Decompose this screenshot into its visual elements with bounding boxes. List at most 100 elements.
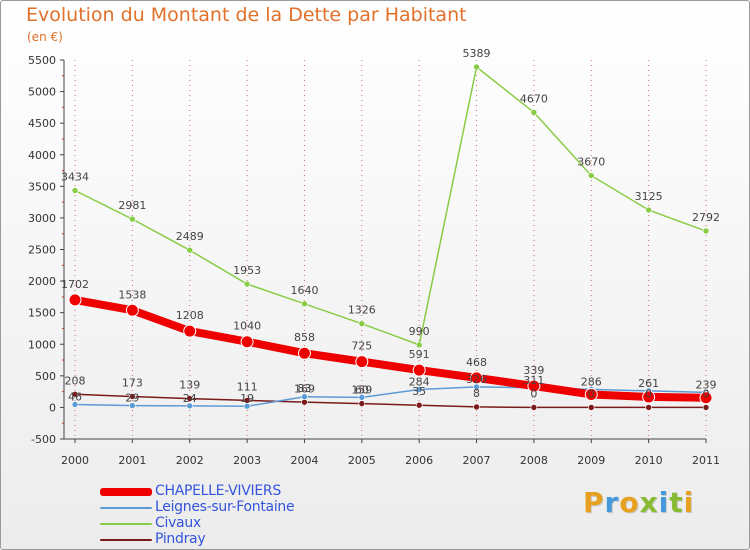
data-point-chapelle-viviers bbox=[470, 371, 484, 385]
y-tick-label: 5000 bbox=[28, 86, 56, 99]
y-tick-label: 4000 bbox=[28, 149, 56, 162]
y-tick-label: 4500 bbox=[28, 117, 56, 130]
data-label: 208 bbox=[65, 374, 86, 387]
data-point-civaux bbox=[702, 227, 710, 235]
x-tick-label: 2000 bbox=[61, 454, 89, 467]
data-point-pindray bbox=[415, 401, 423, 409]
data-label: 3434 bbox=[61, 171, 89, 184]
y-tick-label: 2500 bbox=[28, 244, 56, 257]
data-point-civaux bbox=[645, 206, 652, 214]
data-point-chapelle-viviers bbox=[297, 346, 311, 360]
y-tick-label: 1000 bbox=[28, 338, 56, 351]
data-point-civaux bbox=[530, 109, 538, 116]
data-label: 2489 bbox=[176, 230, 204, 243]
x-tick-label: 2005 bbox=[348, 454, 376, 467]
data-label: 8 bbox=[473, 387, 480, 400]
legend-item: CHAPELLE-VIVIERS bbox=[100, 483, 430, 500]
data-point-civaux bbox=[243, 280, 251, 288]
data-point-civaux bbox=[129, 215, 136, 223]
data-label: 111 bbox=[237, 380, 258, 393]
x-tick-label: 2006 bbox=[405, 454, 433, 467]
data-label: 3125 bbox=[635, 190, 663, 203]
data-point-chapelle-viviers bbox=[642, 390, 656, 404]
legend-item: Leignes-sur-Fontaine bbox=[100, 499, 430, 516]
data-point-chapelle-viviers bbox=[355, 355, 369, 369]
x-tick-label: 2009 bbox=[577, 454, 605, 467]
data-label: 19 bbox=[240, 392, 254, 405]
x-tick-label: 2010 bbox=[635, 454, 663, 467]
data-point-pindray bbox=[71, 390, 79, 398]
legend-swatch bbox=[100, 488, 152, 496]
y-tick-label: 500 bbox=[35, 370, 56, 383]
data-label: 46 bbox=[68, 391, 82, 404]
x-tick-label: 2004 bbox=[290, 454, 318, 467]
data-point-chapelle-viviers bbox=[412, 363, 426, 377]
data-point-civaux bbox=[358, 320, 366, 327]
chart-subtitle: (en €) bbox=[27, 30, 63, 44]
legend-label: Civaux bbox=[155, 515, 201, 531]
data-label: 0 bbox=[588, 387, 595, 400]
data-label: 60 bbox=[355, 384, 369, 397]
data-label: 2981 bbox=[118, 199, 146, 212]
data-point-leignes-sur-fontaine bbox=[301, 393, 308, 401]
data-label: 286 bbox=[581, 375, 602, 388]
data-point-civaux bbox=[301, 300, 308, 308]
legend-item: Civaux bbox=[100, 515, 430, 532]
data-label: 311 bbox=[523, 374, 544, 387]
data-label: 239 bbox=[696, 378, 717, 391]
data-label: 725 bbox=[351, 340, 372, 353]
data-point-chapelle-viviers bbox=[699, 391, 713, 405]
data-label: 339 bbox=[523, 364, 544, 377]
y-tick-label: 5500 bbox=[28, 54, 56, 67]
legend-label: Pindray bbox=[155, 531, 206, 547]
data-point-civaux bbox=[186, 246, 194, 254]
data-point-leignes-sur-fontaine bbox=[129, 402, 136, 409]
data-label: 326 bbox=[466, 373, 487, 386]
data-label: 24 bbox=[183, 392, 197, 405]
data-point-leignes-sur-fontaine bbox=[415, 386, 423, 393]
data-point-chapelle-viviers bbox=[240, 335, 254, 349]
x-tick-label: 2008 bbox=[520, 454, 548, 467]
data-label: 1326 bbox=[348, 304, 376, 317]
x-tick-label: 2003 bbox=[233, 454, 261, 467]
data-point-leignes-sur-fontaine bbox=[186, 402, 194, 410]
data-point-chapelle-viviers bbox=[125, 303, 139, 317]
y-tick-label: 1500 bbox=[28, 307, 56, 320]
series-line-pindray bbox=[74, 393, 707, 409]
chart-title: Evolution du Montant de la Dette par Hab… bbox=[26, 4, 467, 26]
x-tick-label: 2001 bbox=[118, 454, 146, 467]
y-tick-label: 2000 bbox=[28, 275, 56, 288]
data-point-civaux bbox=[71, 187, 79, 194]
data-point-civaux bbox=[587, 172, 595, 179]
data-point-leignes-sur-fontaine bbox=[358, 394, 366, 401]
data-label: 858 bbox=[294, 331, 315, 344]
data-point-pindray bbox=[358, 400, 366, 407]
series-line-leignes-sur-fontaine bbox=[74, 386, 707, 407]
data-label: 1640 bbox=[290, 284, 318, 297]
data-label: 4670 bbox=[520, 92, 548, 105]
data-label: 990 bbox=[409, 325, 430, 338]
data-point-leignes-sur-fontaine bbox=[243, 402, 251, 410]
y-tick-label: 3500 bbox=[28, 180, 56, 193]
data-label: 1208 bbox=[176, 309, 204, 322]
data-label: 0 bbox=[530, 387, 537, 400]
data-point-pindray bbox=[301, 398, 308, 406]
data-label: 1702 bbox=[61, 278, 89, 291]
data-label: 159 bbox=[351, 383, 372, 396]
data-label: 591 bbox=[409, 348, 430, 361]
data-label: 29 bbox=[125, 392, 139, 405]
data-label: 139 bbox=[179, 379, 200, 392]
data-point-chapelle-viviers bbox=[584, 387, 598, 401]
data-point-pindray bbox=[530, 404, 538, 411]
data-label: 35 bbox=[412, 385, 426, 398]
data-point-pindray bbox=[645, 404, 652, 411]
legend-swatch bbox=[100, 539, 152, 541]
data-label: 1953 bbox=[233, 264, 261, 277]
data-point-civaux bbox=[473, 63, 480, 71]
data-label: 173 bbox=[122, 376, 143, 389]
x-tick-label: 2011 bbox=[692, 454, 720, 467]
data-point-civaux bbox=[415, 341, 423, 349]
proxiti-logo: Proxiti bbox=[583, 486, 695, 519]
